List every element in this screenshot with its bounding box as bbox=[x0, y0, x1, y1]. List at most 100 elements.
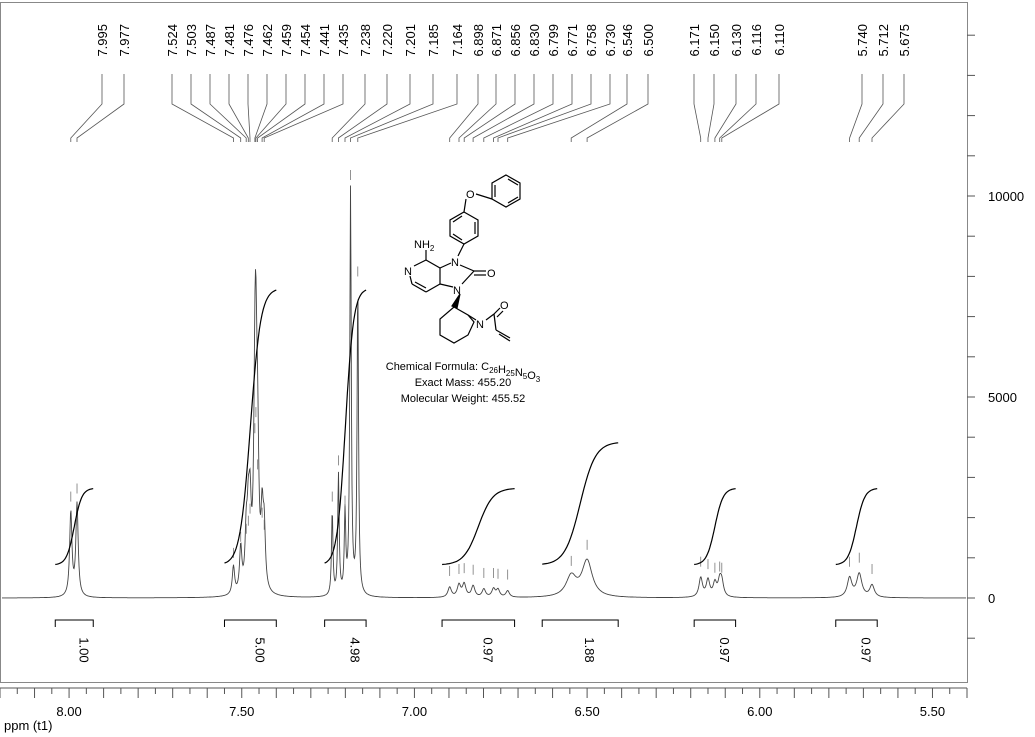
peak-label: 7.503 bbox=[184, 24, 199, 57]
x-tick-label: 8.00 bbox=[56, 704, 81, 719]
compound-structure bbox=[409, 174, 521, 344]
peak-connector bbox=[254, 74, 268, 142]
integral-curve bbox=[694, 488, 736, 566]
integral-curve bbox=[442, 488, 515, 566]
bond-c2-n1 bbox=[461, 270, 475, 285]
x-tick-label: 5.50 bbox=[920, 704, 945, 719]
peak-connector bbox=[337, 74, 388, 142]
bond-co-o-double bbox=[496, 310, 504, 318]
bond-c6-c7-double bbox=[414, 281, 427, 289]
peak-label: 7.487 bbox=[203, 24, 218, 57]
phenyl-ring-middle bbox=[449, 211, 479, 245]
peak-connector bbox=[76, 74, 125, 142]
peak-label: 6.856 bbox=[508, 24, 523, 57]
atom-label-n3: N bbox=[451, 257, 459, 269]
peak-label: 7.164 bbox=[450, 24, 465, 57]
bond-phenyl-n3 bbox=[457, 243, 465, 257]
bond-c4-n5 bbox=[413, 259, 427, 267]
peak-label: 5.712 bbox=[876, 24, 891, 57]
bond-c3a-c4 bbox=[425, 259, 441, 269]
peak-connector bbox=[849, 74, 863, 142]
bond-n3-c2 bbox=[459, 264, 475, 272]
atom-label-o-ether: O bbox=[466, 189, 475, 201]
integral-group: 1.00 5.00 4.98 0.97 1.88 0.97 0.97 bbox=[54, 289, 878, 663]
peak-connector bbox=[871, 74, 905, 142]
peak-label: 7.238 bbox=[358, 24, 373, 57]
y-axis: 0 5000 10000 bbox=[967, 34, 1024, 639]
peak-label: 7.201 bbox=[403, 24, 418, 57]
piperidine-ring bbox=[439, 306, 475, 344]
peak-connector bbox=[719, 74, 757, 142]
peak-label: 6.130 bbox=[729, 24, 744, 57]
structure-atom-labels: NH2 N N N O O N O bbox=[404, 189, 509, 331]
integral-curve bbox=[324, 289, 367, 564]
bond-n1-c7a bbox=[439, 283, 454, 288]
atom-label-n-pyridine: N bbox=[404, 266, 412, 278]
peak-label: 5.675 bbox=[897, 24, 912, 57]
integral-curve bbox=[55, 488, 94, 566]
integral-bracket bbox=[541, 619, 619, 627]
bond-pip-n bbox=[467, 314, 477, 321]
chemical-formula: Chemical Formula: C26H25N5O3 bbox=[386, 361, 541, 384]
peak-connector bbox=[257, 74, 306, 142]
exact-mass: Exact Mass: 455.20 bbox=[415, 377, 512, 389]
peak-connector bbox=[497, 74, 592, 142]
bond-vinyl-terminal bbox=[495, 329, 511, 339]
phenyl-mid-double-2 bbox=[452, 233, 463, 241]
peak-label: 6.771 bbox=[565, 24, 580, 57]
peak-label: 6.799 bbox=[546, 24, 561, 57]
peak-connector bbox=[458, 74, 497, 142]
peak-label: 5.740 bbox=[855, 24, 870, 57]
peak-connector bbox=[357, 74, 458, 142]
atom-label-n-piperidine: N bbox=[476, 319, 484, 331]
peak-connector bbox=[171, 74, 234, 142]
peak-label: 6.171 bbox=[687, 24, 702, 57]
peak-connector bbox=[228, 74, 249, 142]
bond-n-co bbox=[485, 313, 495, 321]
peak-connector bbox=[586, 74, 649, 142]
x-tick-label: 7.00 bbox=[402, 704, 427, 719]
x-tick-label: 6.50 bbox=[574, 704, 599, 719]
peak-label: 7.476 bbox=[241, 24, 256, 57]
peak-connector bbox=[255, 74, 287, 142]
peak-connector bbox=[721, 74, 780, 142]
integral-bracket bbox=[54, 619, 94, 627]
plot-frame bbox=[0, 2, 968, 683]
peak-connector bbox=[858, 74, 884, 142]
peak-label: 6.730 bbox=[603, 24, 618, 57]
atom-label-nh2: NH2 bbox=[414, 239, 435, 253]
bond-n3-c3a bbox=[439, 262, 452, 269]
peak-connector bbox=[350, 74, 434, 142]
peak-label: 6.500 bbox=[641, 24, 656, 57]
peak-label: 7.524 bbox=[165, 24, 180, 57]
integral-curve bbox=[835, 488, 878, 566]
peak-connector bbox=[70, 74, 103, 142]
peak-connector bbox=[331, 74, 366, 142]
peak-connector bbox=[247, 74, 251, 142]
peak-label: 7.462 bbox=[260, 24, 275, 57]
integral-curve bbox=[224, 289, 277, 564]
peak-label: 7.185 bbox=[426, 24, 441, 57]
bond-co-vinyl bbox=[493, 313, 497, 331]
integral-bracket bbox=[441, 619, 516, 627]
peak-connector bbox=[570, 74, 628, 142]
x-axis: 8.00 7.50 7.00 6.50 6.00 5.50 bbox=[0, 687, 968, 719]
peak-connector-group bbox=[70, 74, 905, 142]
phenyl-top-double-2 bbox=[507, 178, 519, 186]
peak-label-group: 7.995 7.977 7.524 7.503 7.487 7.481 7.476 7.462… bbox=[95, 24, 912, 57]
y-tick-label: 10000 bbox=[988, 189, 1024, 204]
peak-label: 6.150 bbox=[707, 24, 722, 57]
integral-bracket bbox=[324, 619, 367, 627]
phenyl-ring-top bbox=[491, 174, 521, 208]
integral-curve bbox=[542, 442, 619, 565]
peak-label: 7.435 bbox=[336, 24, 351, 57]
atom-label-o-carbonyl: O bbox=[487, 268, 496, 280]
bond-c6-c7 bbox=[411, 283, 427, 293]
peak-connector bbox=[707, 74, 715, 142]
peak-label: 7.995 bbox=[95, 24, 110, 57]
peak-label: 6.110 bbox=[772, 24, 787, 56]
peak-connector bbox=[483, 74, 554, 142]
peak-label: 6.546 bbox=[620, 24, 635, 57]
ether-bond-1 bbox=[475, 193, 493, 200]
